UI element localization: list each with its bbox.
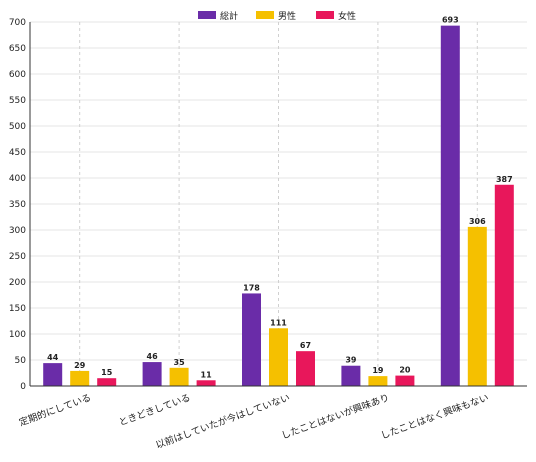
legend-label: 男性 [278, 10, 296, 22]
bar [467, 226, 487, 386]
bar [97, 378, 117, 386]
data-labels-group: 44 29 15 46 35 11 178 111 67 39 19 20 693 306 387 [47, 16, 513, 380]
y-tick-label: 550 [9, 96, 26, 106]
bar [242, 293, 261, 386]
y-tick-label: 600 [9, 70, 26, 80]
y-tick-label: 450 [9, 148, 26, 158]
y-tick-label: 500 [9, 122, 26, 132]
y-tick-label: 400 [9, 174, 26, 184]
bar [395, 375, 415, 386]
legend-label: 女性 [338, 10, 356, 22]
y-axis: 0 50 100 150 200 250 300 350 400 450 500 550 600 650 7… [9, 18, 31, 392]
y-tick-label: 150 [9, 304, 26, 314]
data-label: 20 [399, 366, 411, 375]
bar [196, 380, 216, 386]
x-tick-label: したことはないが興味あり [280, 392, 391, 442]
data-label: 306 [469, 217, 486, 226]
data-label: 39 [345, 356, 357, 365]
bar [169, 367, 189, 386]
legend: 総計 男性 女性 [198, 10, 356, 22]
bar [440, 25, 460, 386]
bar [296, 351, 315, 386]
x-tick-label: 定期的にしている [17, 392, 92, 429]
bar [269, 328, 288, 386]
data-label: 19 [372, 366, 384, 375]
data-label: 46 [147, 352, 159, 361]
data-label: 29 [74, 361, 86, 370]
data-label: 67 [300, 341, 311, 350]
x-tick-label: したことはなく興味もない [379, 392, 490, 442]
y-tick-label: 650 [9, 44, 26, 54]
data-label: 387 [496, 175, 513, 184]
y-tick-label: 200 [9, 278, 26, 288]
legend-swatch [198, 11, 216, 19]
bar [70, 370, 90, 386]
bar [368, 376, 388, 386]
data-label: 44 [47, 353, 59, 362]
y-tick-label: 350 [9, 200, 26, 210]
y-tick-label: 100 [9, 330, 26, 340]
data-label: 111 [270, 318, 287, 327]
y-tick-label: 300 [9, 226, 26, 236]
legend-swatch [316, 11, 334, 19]
y-tick-label: 0 [20, 382, 26, 392]
data-label: 178 [243, 283, 260, 292]
data-label: 35 [174, 358, 186, 367]
y-tick-label: 50 [15, 356, 27, 366]
data-label: 11 [201, 370, 213, 379]
bar [43, 363, 63, 386]
y-tick-label: 250 [9, 252, 26, 262]
bars-group [43, 25, 514, 386]
bar [341, 365, 361, 386]
bar [494, 184, 514, 386]
y-tick-label: 700 [9, 18, 26, 28]
x-tick-label: ときどきしている [117, 392, 192, 428]
legend-label: 総計 [220, 10, 238, 22]
legend-swatch [256, 11, 274, 19]
bar [142, 362, 162, 386]
data-label: 15 [101, 368, 113, 377]
data-label: 693 [442, 16, 459, 25]
x-axis: 定期的にしている ときどきしている以前はしていたが今はしていないしたことはないが興… [17, 385, 527, 451]
